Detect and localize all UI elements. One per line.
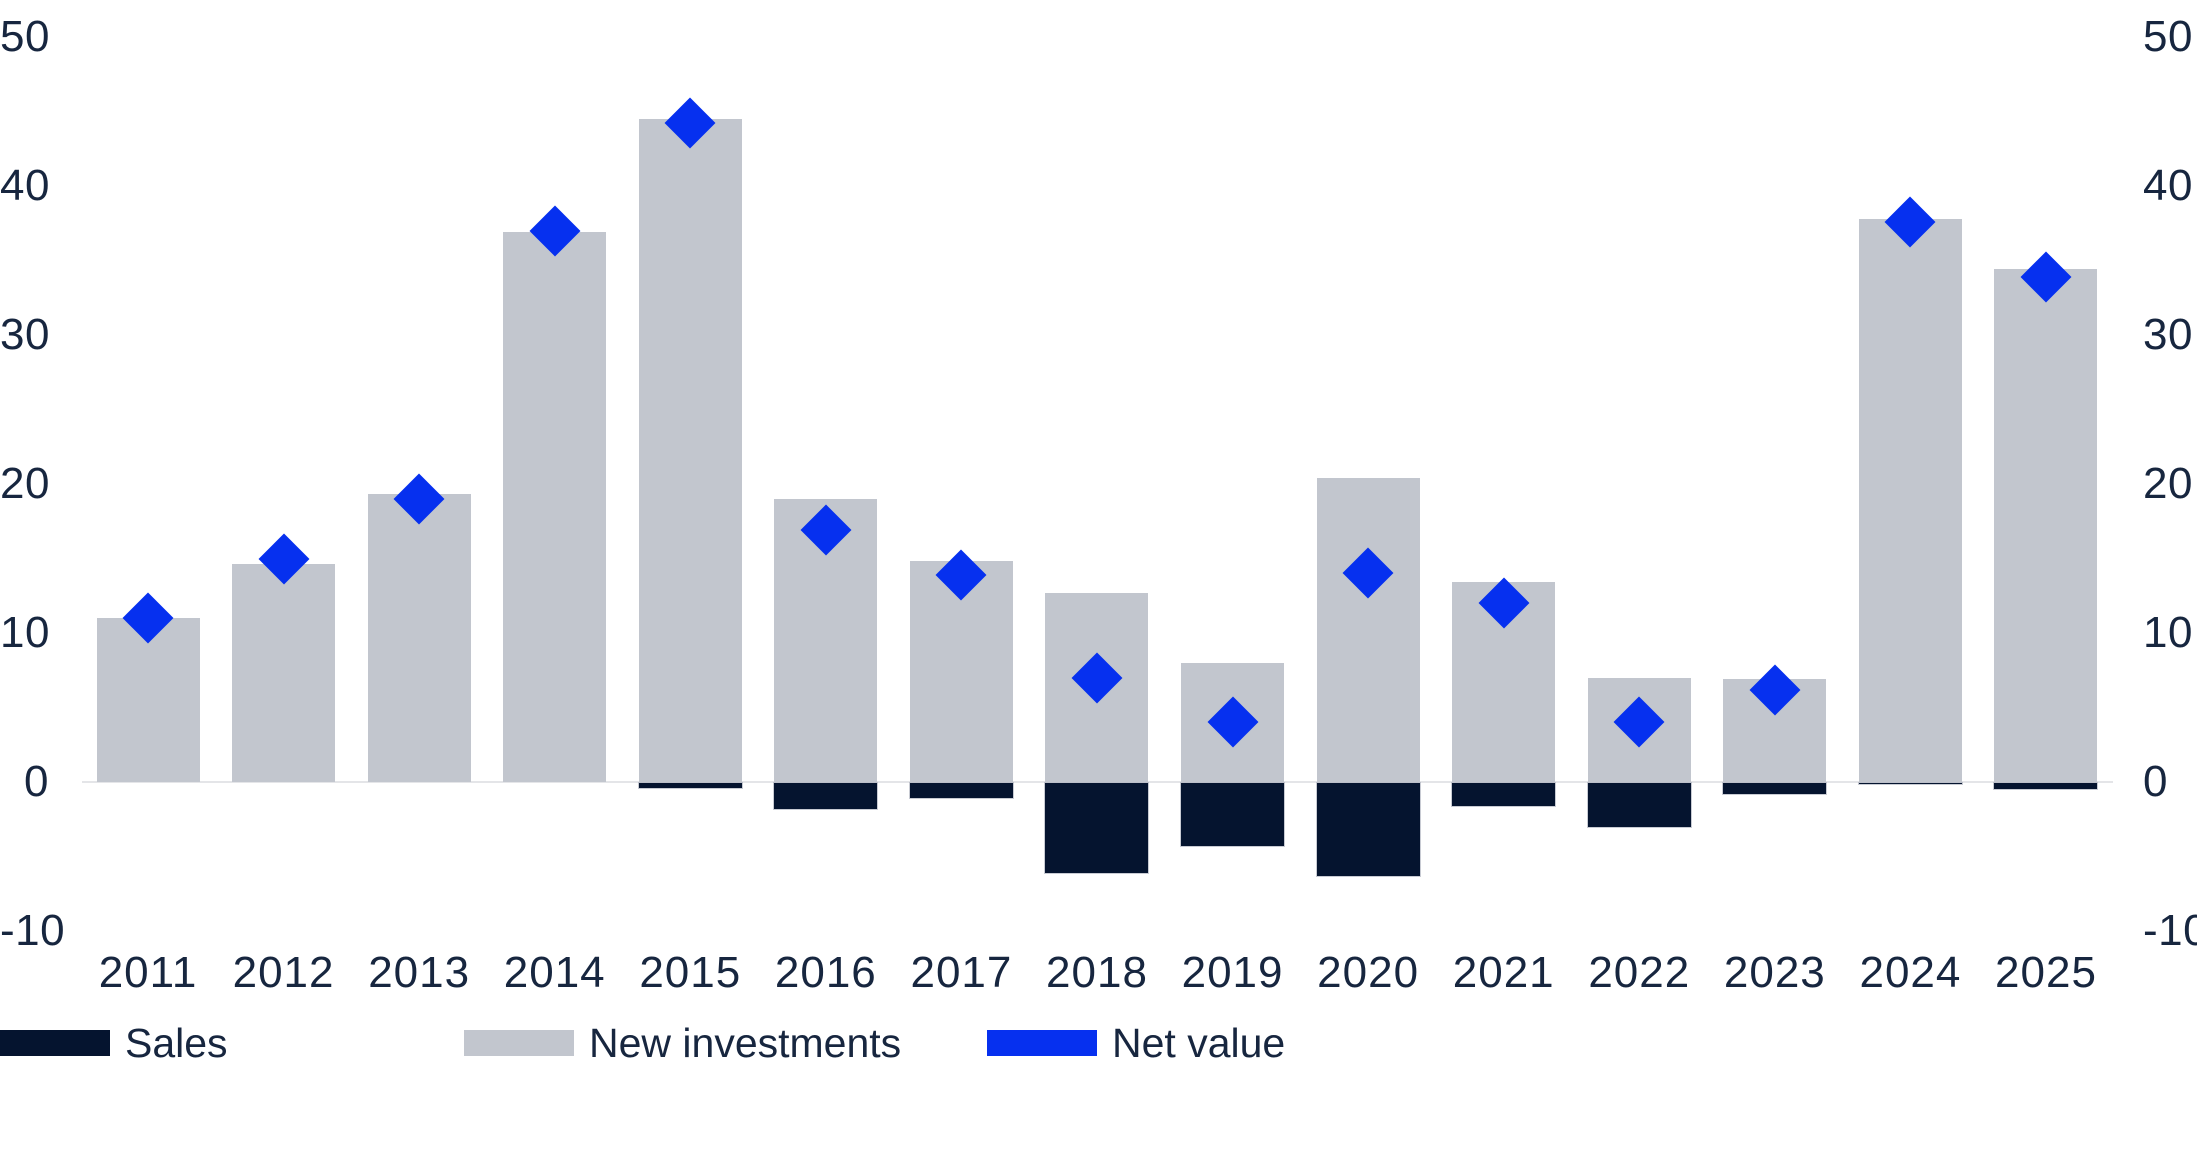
legend-swatch-net-value: [987, 1030, 1097, 1056]
y-tick-left-10: 10: [0, 608, 50, 657]
x-label-2014: 2014: [503, 948, 606, 997]
y-tick-right-0: 0: [2143, 757, 2168, 806]
legend-item-sales: Sales: [0, 1020, 228, 1066]
bar-sales-2024: [1857, 782, 1963, 785]
bar-new-investments-2011: [96, 618, 200, 782]
y-tick-right-20: 20: [2143, 459, 2193, 508]
legend-label-sales: Sales: [125, 1020, 228, 1066]
y-tick-left--10: -10: [0, 906, 66, 955]
legend-label-new-investments: New investments: [589, 1020, 902, 1066]
legend-item-net-value: Net value: [987, 1020, 1286, 1066]
y-tick-left-30: 30: [0, 310, 50, 359]
x-label-2021: 2021: [1452, 948, 1555, 997]
y-tick-right-10: 10: [2143, 608, 2193, 657]
legend-swatch-sales: [0, 1030, 110, 1056]
bar-sales-2020: [1315, 782, 1421, 877]
x-label-2024: 2024: [1859, 948, 1962, 997]
bar-new-investments-2015: [638, 118, 742, 782]
x-label-2012: 2012: [232, 948, 335, 997]
bar-sales-2025: [1993, 781, 2099, 791]
zero-axis-line: [82, 781, 2113, 783]
x-label-2018: 2018: [1046, 948, 1148, 997]
bar-new-investments-2013: [367, 494, 471, 782]
x-label-2019: 2019: [1181, 948, 1284, 997]
y-tick-left-20: 20: [0, 459, 50, 508]
x-label-2016: 2016: [774, 948, 877, 997]
legend: Sales New investments Net value: [0, 1020, 2197, 1066]
bar-new-investments-2014: [503, 232, 607, 782]
bar-new-investments-2025: [1994, 269, 2098, 782]
y-tick-right-40: 40: [2143, 161, 2193, 210]
bar-sales-2017: [908, 781, 1014, 800]
y-tick-left-50: 50: [0, 12, 50, 61]
bar-sales-2016: [773, 782, 879, 810]
x-label-2013: 2013: [368, 948, 471, 997]
bar-sales-2019: [1180, 781, 1286, 848]
bar-sales-2018: [1044, 782, 1150, 874]
x-label-2011: 2011: [98, 948, 198, 997]
y-tick-right-30: 30: [2143, 310, 2193, 359]
x-label-2015: 2015: [639, 948, 742, 997]
x-label-2022: 2022: [1588, 948, 1691, 997]
bar-new-investments-2020: [1316, 478, 1420, 782]
x-label-2020: 2020: [1317, 948, 1420, 997]
bar-sales-2023: [1722, 782, 1828, 795]
x-label-2025: 2025: [1995, 948, 2097, 997]
x-label-2017: 2017: [910, 948, 1013, 997]
legend-swatch-new-investments: [464, 1030, 574, 1056]
bar-sales-2021: [1451, 782, 1557, 807]
bar-sales-2022: [1586, 782, 1692, 828]
y-tick-right--10: -10: [2143, 906, 2197, 955]
legend-item-new-investments: New investments: [464, 1020, 902, 1066]
legend-label-net-value: Net value: [1112, 1020, 1286, 1066]
bar-new-investments-2012: [232, 564, 336, 782]
x-label-2023: 2023: [1723, 948, 1826, 997]
y-tick-left-40: 40: [0, 161, 50, 210]
bar-new-investments-2024: [1858, 218, 1962, 782]
y-tick-right-50: 50: [2143, 12, 2193, 61]
bar-sales-2015: [637, 782, 743, 789]
y-tick-left-0: 0: [24, 757, 49, 806]
